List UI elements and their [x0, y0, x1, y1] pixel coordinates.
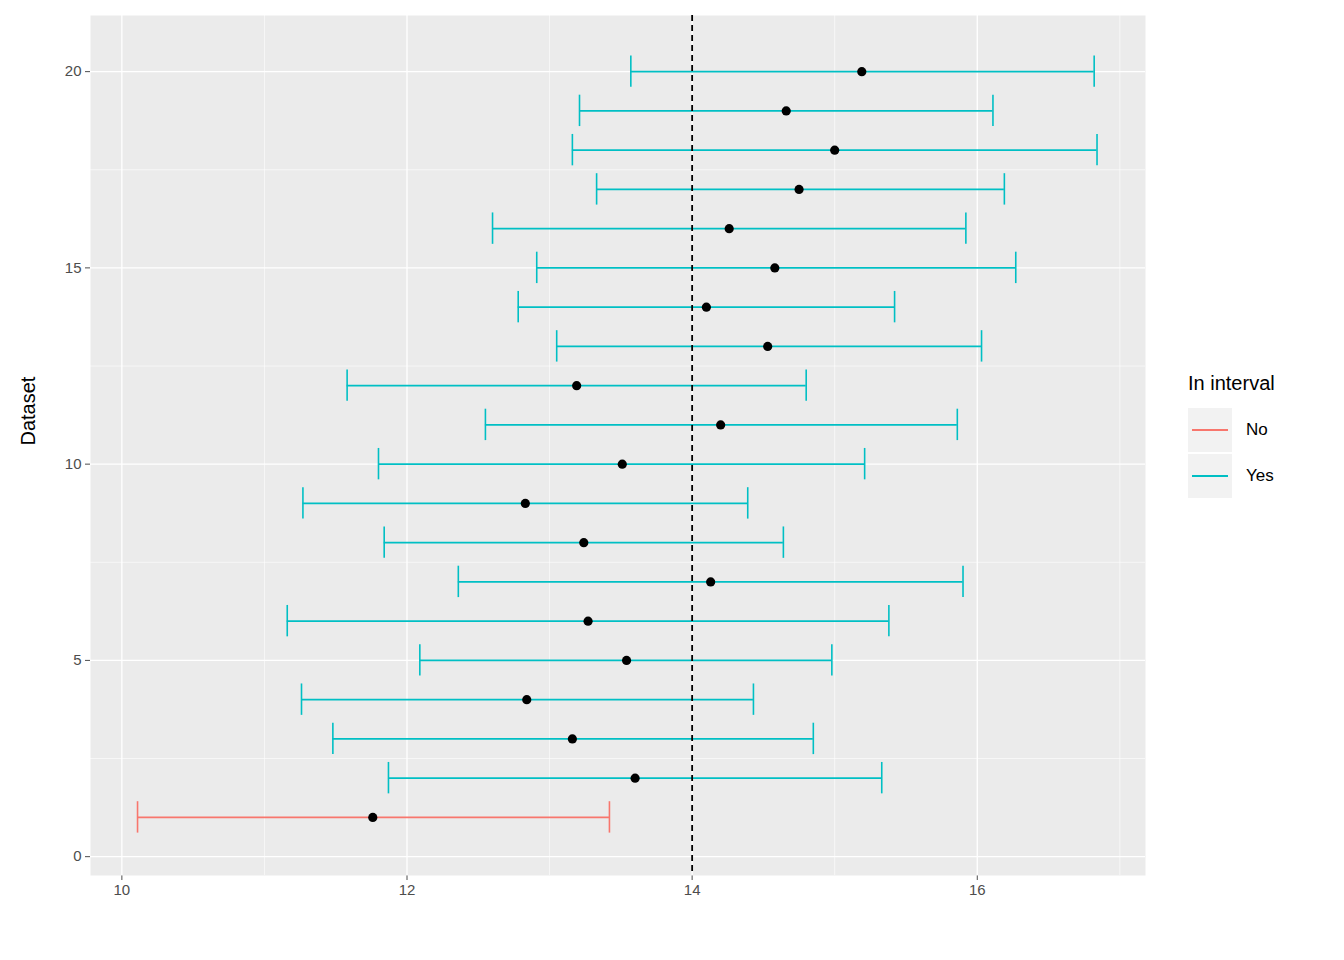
- svg-text:10: 10: [114, 881, 131, 898]
- svg-text:14: 14: [684, 881, 701, 898]
- html-text:In interval: In interval: [1188, 372, 1275, 394]
- svg-text:16: 16: [969, 881, 986, 898]
- svg-text:20: 20: [65, 62, 82, 79]
- html-text:Yes: Yes: [1246, 466, 1274, 485]
- html-text:No: No: [1246, 420, 1268, 439]
- svg-text:5: 5: [73, 651, 81, 668]
- svg-text:15: 15: [65, 259, 82, 276]
- svg-text:Dataset: Dataset: [17, 376, 39, 445]
- svg-text:12: 12: [399, 881, 416, 898]
- svg-text:0: 0: [73, 847, 81, 864]
- svg-text:10: 10: [65, 455, 82, 472]
